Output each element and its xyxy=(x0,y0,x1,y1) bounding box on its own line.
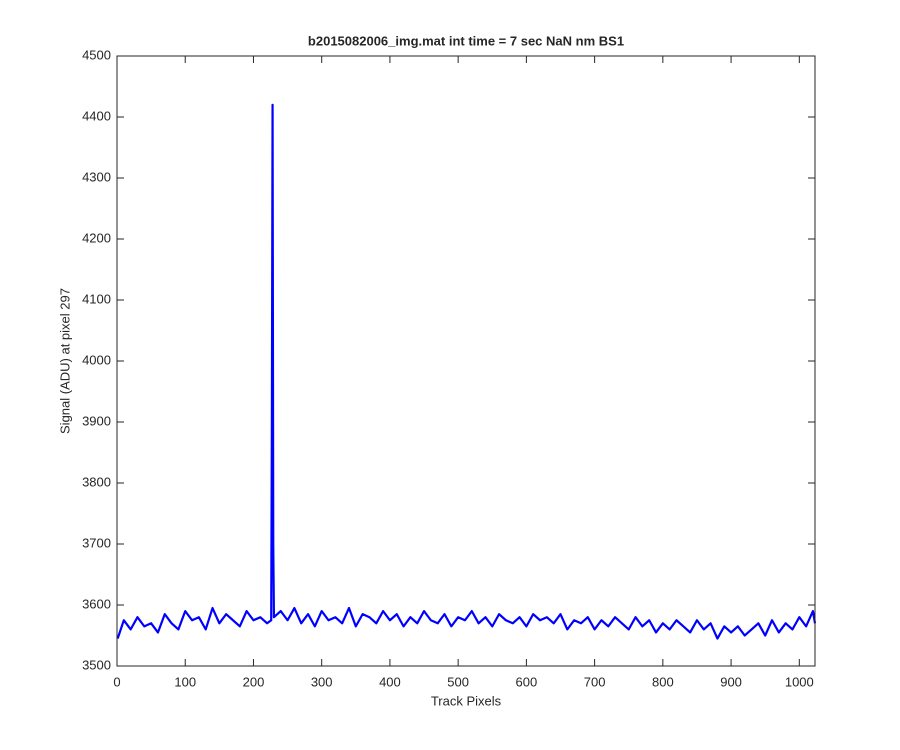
y-axis-label: Signal (ADU) at pixel 297 xyxy=(57,288,72,434)
x-tick-label: 700 xyxy=(584,674,606,689)
x-tick-label: 200 xyxy=(243,674,265,689)
y-tick-label: 3500 xyxy=(82,657,111,672)
y-tick-label: 4300 xyxy=(82,169,111,184)
x-axis-label: Track Pixels xyxy=(431,693,502,708)
chart-title: b2015082006_img.mat int time = 7 sec NaN… xyxy=(308,33,624,48)
y-tick-label: 3600 xyxy=(82,596,111,611)
x-tick-label: 100 xyxy=(174,674,196,689)
y-tick-label: 3900 xyxy=(82,413,111,428)
x-tick-label: 400 xyxy=(379,674,401,689)
y-tick-label: 3800 xyxy=(82,474,111,489)
y-tick-label: 3700 xyxy=(82,535,111,550)
y-tick-label: 4100 xyxy=(82,291,111,306)
y-tick-label: 4500 xyxy=(82,47,111,62)
x-tick-label: 600 xyxy=(516,674,538,689)
y-tick-label: 4400 xyxy=(82,108,111,123)
x-tick-label: 1000 xyxy=(785,674,814,689)
x-tick-label: 500 xyxy=(447,674,469,689)
y-tick-label: 4200 xyxy=(82,230,111,245)
x-tick-label: 0 xyxy=(113,674,120,689)
data-line xyxy=(116,103,817,640)
y-tick-label: 4000 xyxy=(82,352,111,367)
x-tick-label: 800 xyxy=(652,674,674,689)
x-tick-label: 300 xyxy=(311,674,333,689)
x-tick-label: 900 xyxy=(720,674,742,689)
